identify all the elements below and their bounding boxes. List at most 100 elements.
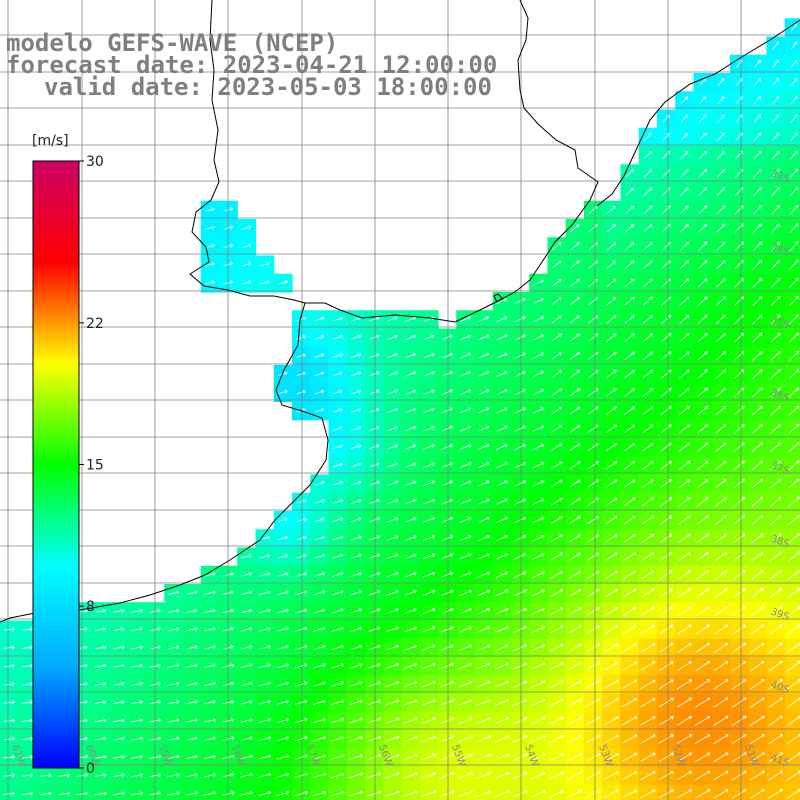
wind-cell [711,146,731,165]
wind-arrow [531,771,546,780]
wind-cell [620,292,640,311]
wind-arrow [605,442,618,452]
wind-arrow [439,753,455,761]
wind-arrow [112,773,125,777]
wind-cell [602,255,622,275]
wind-cell [584,401,603,421]
wind-cell [346,602,366,622]
wind-arrow [789,168,799,179]
wind-arrow [643,169,653,178]
wind-arrow [679,223,689,233]
wind-arrow [494,790,510,798]
coastline-path [596,19,800,207]
wind-cell [730,401,749,421]
wind-arrow [532,297,545,305]
wind-arrow [385,790,400,797]
wind-arrow [385,662,400,669]
wind-arrow [296,353,306,358]
wind-cell [146,784,165,800]
wind-arrow [386,517,399,523]
wind-arrow [787,533,800,544]
wind-arrow [496,334,508,341]
wind-arrow [749,752,765,763]
wind-cell [620,492,640,512]
wind-arrow [276,790,290,796]
wind-arrow [367,662,381,669]
wind-arrow [259,535,270,541]
wind-cell [730,73,749,92]
wind-arrow [717,96,725,105]
wind-cell [547,383,567,403]
wind-cell [565,547,585,567]
wind-arrow [112,681,125,686]
wind-arrow [167,590,180,595]
wind-arrow [440,662,455,670]
wind-cell [675,602,695,622]
wind-cell [620,565,640,585]
wind-arrow [622,588,637,598]
wind-arrow [550,625,564,634]
wind-cell [310,492,330,512]
wind-arrow [549,789,565,798]
wind-arrow [732,606,746,617]
wind-arrow [569,461,581,470]
wind-cell [237,784,257,800]
wind-arrow [731,789,747,799]
wind-arrow [532,462,545,469]
wind-arrow [314,335,325,340]
wind-cell [620,547,640,567]
wind-cell [711,383,731,403]
wind-cell [255,784,275,800]
wind-cell [657,419,676,439]
wind-arrow [678,515,691,525]
wind-arrow [713,734,729,745]
wind-arrow [422,553,436,560]
wind-arrow [350,371,362,377]
title-model: modelo GEFS-WAVE (NCEP) [6,29,339,57]
wind-arrow [495,571,509,578]
wind-cell [711,310,731,330]
wind-cell [456,584,476,603]
wind-arrow [514,462,527,469]
wind-arrow [514,370,526,378]
wind-arrow [350,480,362,486]
wind-cell [492,438,512,457]
wind-arrow [679,369,690,379]
wind-cell [766,784,786,800]
wind-cell [675,310,695,330]
wind-cell [620,328,640,348]
wind-arrow [715,387,727,398]
wind-arrow [697,369,708,379]
wind-cell [766,164,786,184]
wind-cell [675,547,695,567]
wind-arrow [771,241,781,252]
wind-arrow [131,627,143,631]
wind-cell [565,273,585,293]
wind-cell [529,638,549,658]
wind-cell [565,657,585,676]
wind-arrow [276,772,290,778]
wind-arrow [716,259,726,270]
wind-arrow [550,570,563,579]
wind-cell [474,511,494,530]
wind-cell [657,200,676,220]
wind-cell [620,456,640,476]
wind-arrow [567,661,583,671]
wind-arrow [495,626,509,633]
wind-arrow [3,773,16,778]
wind-cell [365,401,384,421]
wind-cell [401,584,421,603]
wind-arrow [641,588,655,598]
wind-cell [675,127,695,147]
wind-arrow [277,590,289,596]
wind-arrow [112,700,125,704]
wind-arrow [368,407,380,413]
wind-cell [730,383,749,403]
wind-cell [657,328,676,348]
wind-arrow [167,681,180,686]
wind-arrow [478,334,490,341]
wind-cell [711,474,731,494]
